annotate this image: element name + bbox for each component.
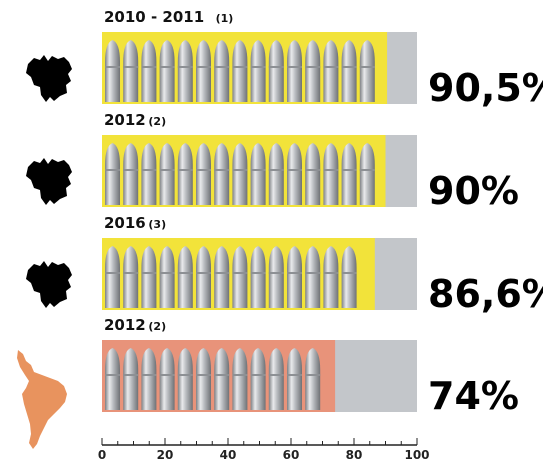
bullet-graphic (105, 348, 321, 410)
x-tick-label: 40 (220, 448, 237, 461)
bar-row: 2012 (2) 90% (26, 111, 519, 213)
category-note: (1) (216, 12, 234, 25)
value-label: 74% (428, 374, 519, 418)
category-note: (2) (148, 320, 166, 333)
category-label: 2016 (104, 214, 146, 232)
category-label: 2012 (104, 316, 146, 334)
bullet-graphic (105, 40, 375, 102)
category-note: (3) (148, 218, 166, 231)
x-tick-label: 0 (98, 448, 106, 461)
bar-row: 2016(3) 86,6% (26, 214, 543, 316)
venezuela-map-icon (26, 158, 72, 205)
latin-america-map-icon (17, 350, 67, 449)
x-tick-label: 80 (346, 448, 363, 461)
x-tick-label: 60 (283, 448, 300, 461)
bar-row: 2010 - 2011 (1) 90,5% (26, 8, 543, 110)
x-tick-label: 100 (404, 448, 429, 461)
venezuela-map-icon (26, 55, 72, 102)
category-label: 2012 (104, 111, 146, 129)
venezuela-map-icon (26, 261, 72, 308)
category-label: 2010 - 2011 (104, 8, 204, 26)
category-note: (2) (148, 115, 166, 128)
value-label: 86,6% (428, 272, 543, 316)
bullet-graphic (105, 143, 375, 205)
bullet-graphic (105, 246, 357, 308)
x-axis: 0 20 40 60 80 100 (98, 438, 430, 461)
bar-row: 2012 (2) 74% (17, 316, 519, 449)
x-tick-label: 20 (157, 448, 174, 461)
value-label: 90% (428, 169, 519, 213)
value-label: 90,5% (428, 66, 543, 110)
